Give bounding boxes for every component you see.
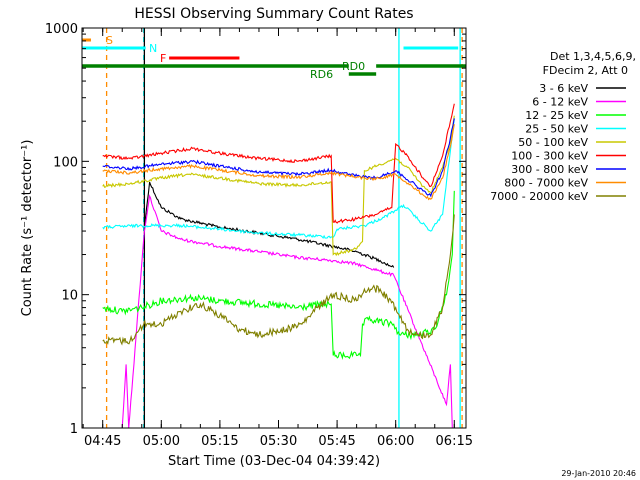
x-tick-label: 05:45 [318,434,355,449]
series-line-300-800-kev [102,118,455,198]
timestamp: 29-Jan-2010 20:46 [561,469,636,478]
legend-label-300-800-kev: 300 - 800 keV [511,163,588,176]
chart-title: HESSI Observing Summary Count Rates [134,6,413,22]
series-line-25-50-kev [102,118,455,239]
flag-label-rd6: RD6 [310,68,333,81]
series-line-50-100-kev [102,115,455,257]
x-tick-label: 06:15 [436,434,473,449]
legend-label-50-100-kev: 50 - 100 keV [518,136,588,149]
x-tick-label: 04:45 [84,434,121,449]
y-tick-label: 10 [61,289,78,304]
x-tick-label: 05:15 [201,434,238,449]
y-tick-label: 1 [70,422,78,437]
flag-label-s: S [106,34,113,47]
y-tick-label: 1000 [45,22,78,37]
legend-header-line-2: FDecim 2, Att 0 [543,64,628,77]
x-tick-label: 05:00 [143,434,180,449]
legend-label-6-12-kev: 6 - 12 keV [532,96,588,109]
series-line-6-12-kev [121,194,453,428]
flag-label-n: N [149,42,157,55]
plot-frame [81,27,467,429]
series-line-100-300-kev [102,103,455,224]
legend-label-12-25-kev: 12 - 25 keV [525,109,588,122]
x-tick-label: 06:00 [377,434,414,449]
series-line-7000-20000-kev [102,214,455,346]
legend-label-3-6-kev: 3 - 6 keV [539,82,588,95]
series-line-800-7000-kev [102,124,455,201]
legend-label-100-300-kev: 100 - 300 keV [511,150,588,163]
legend-label-7000-20000-kev: 7000 - 20000 keV [490,190,588,203]
plot-area [82,28,466,428]
y-tick-label: 100 [53,155,78,170]
y-axis-label: Count Rate (s⁻¹ detector⁻¹) [20,140,35,317]
x-tick-label: 05:30 [260,434,297,449]
legend-header-line-1: Det 1,3,4,5,6,9, [550,50,636,63]
legend: Det 1,3,4,5,6,9, FDecim 2, Att 0 3 - 6 k… [490,50,636,203]
legend-label-25-50-kev: 25 - 50 keV [525,123,588,136]
x-axis-label: Start Time (03-Dec-04 04:39:42) [168,454,380,469]
legend-label-800-7000-kev: 800 - 7000 keV [504,177,588,190]
flag-label-rd0: RD0 [342,60,365,73]
series-line-12-25-kev [102,190,455,361]
flag-label-f: F [160,52,166,65]
